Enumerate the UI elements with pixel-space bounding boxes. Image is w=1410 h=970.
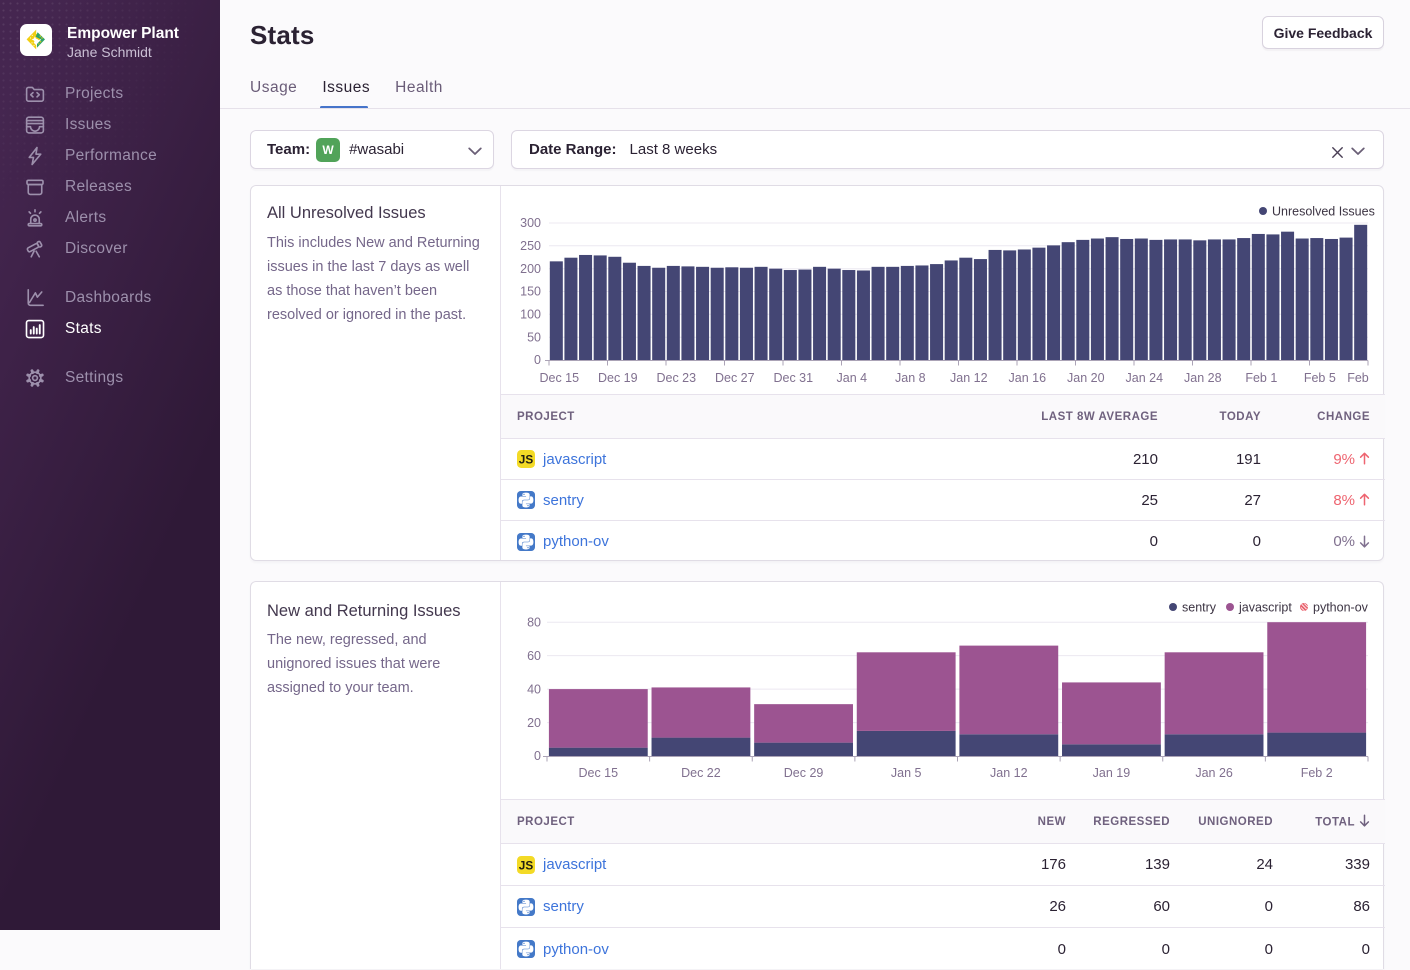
svg-text:Dec 27: Dec 27 xyxy=(715,371,755,385)
svg-text:Jan 28: Jan 28 xyxy=(1184,371,1222,385)
svg-text:javascript: javascript xyxy=(1238,601,1292,615)
svg-text:Jan 12: Jan 12 xyxy=(990,766,1028,780)
svg-text:Dec 23: Dec 23 xyxy=(656,371,696,385)
svg-text:50: 50 xyxy=(527,330,541,344)
svg-text:Dec 19: Dec 19 xyxy=(598,371,638,385)
svg-text:JS: JS xyxy=(519,453,534,466)
svg-text:60: 60 xyxy=(527,649,541,663)
svg-text:Jan 24: Jan 24 xyxy=(1126,371,1164,385)
svg-text:250: 250 xyxy=(520,239,541,253)
svg-text:python-ov: python-ov xyxy=(1313,601,1369,615)
svg-text:sentry: sentry xyxy=(1182,601,1217,615)
svg-text:Jan 19: Jan 19 xyxy=(1093,766,1131,780)
svg-text:0: 0 xyxy=(534,353,541,367)
svg-text:Feb: Feb xyxy=(1347,371,1369,385)
svg-text:150: 150 xyxy=(520,285,541,299)
svg-text:Dec 29: Dec 29 xyxy=(784,766,824,780)
svg-text:Jan 5: Jan 5 xyxy=(891,766,922,780)
svg-text:Jan 16: Jan 16 xyxy=(1009,371,1047,385)
svg-text:80: 80 xyxy=(527,615,541,629)
svg-text:300: 300 xyxy=(520,216,541,230)
svg-text:Dec 31: Dec 31 xyxy=(773,371,813,385)
svg-text:Feb 5: Feb 5 xyxy=(1304,371,1336,385)
svg-text:Jan 20: Jan 20 xyxy=(1067,371,1105,385)
svg-text:0: 0 xyxy=(534,749,541,763)
svg-text:20: 20 xyxy=(527,716,541,730)
svg-text:Dec 15: Dec 15 xyxy=(539,371,579,385)
svg-text:100: 100 xyxy=(520,308,541,322)
svg-text:200: 200 xyxy=(520,262,541,276)
svg-text:Jan 8: Jan 8 xyxy=(895,371,926,385)
svg-text:40: 40 xyxy=(527,682,541,696)
svg-text:Dec 22: Dec 22 xyxy=(681,766,721,780)
svg-text:Unresolved Issues: Unresolved Issues xyxy=(1272,205,1375,219)
svg-text:Jan 26: Jan 26 xyxy=(1195,766,1233,780)
svg-text:Jan 12: Jan 12 xyxy=(950,371,988,385)
svg-text:Feb 1: Feb 1 xyxy=(1245,371,1277,385)
svg-text:Feb 2: Feb 2 xyxy=(1301,766,1333,780)
svg-text:Dec 15: Dec 15 xyxy=(578,766,618,780)
svg-text:Jan 4: Jan 4 xyxy=(837,371,868,385)
svg-text:JS: JS xyxy=(519,859,534,872)
